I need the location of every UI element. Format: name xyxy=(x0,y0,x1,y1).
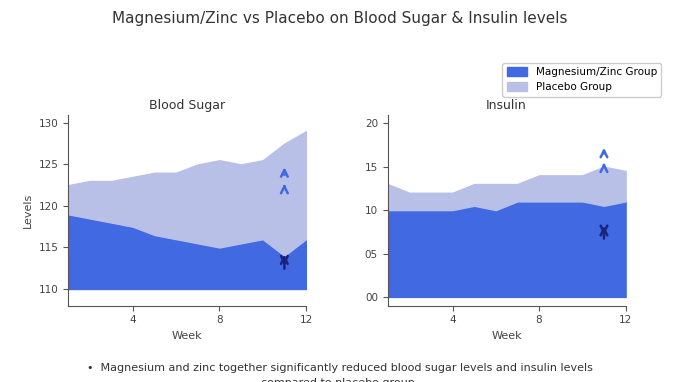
Legend: Magnesium/Zinc Group, Placebo Group: Magnesium/Zinc Group, Placebo Group xyxy=(503,63,661,97)
Text: Magnesium/Zinc vs Placebo on Blood Sugar & Insulin levels: Magnesium/Zinc vs Placebo on Blood Sugar… xyxy=(112,11,568,26)
Title: Blood Sugar: Blood Sugar xyxy=(149,99,225,112)
X-axis label: Week: Week xyxy=(491,331,522,341)
Y-axis label: Levels: Levels xyxy=(23,193,33,228)
Text: •  Magnesium and zinc together significantly reduced blood sugar levels and insu: • Magnesium and zinc together significan… xyxy=(87,363,593,382)
Title: Insulin: Insulin xyxy=(486,99,527,112)
X-axis label: Week: Week xyxy=(171,331,203,341)
